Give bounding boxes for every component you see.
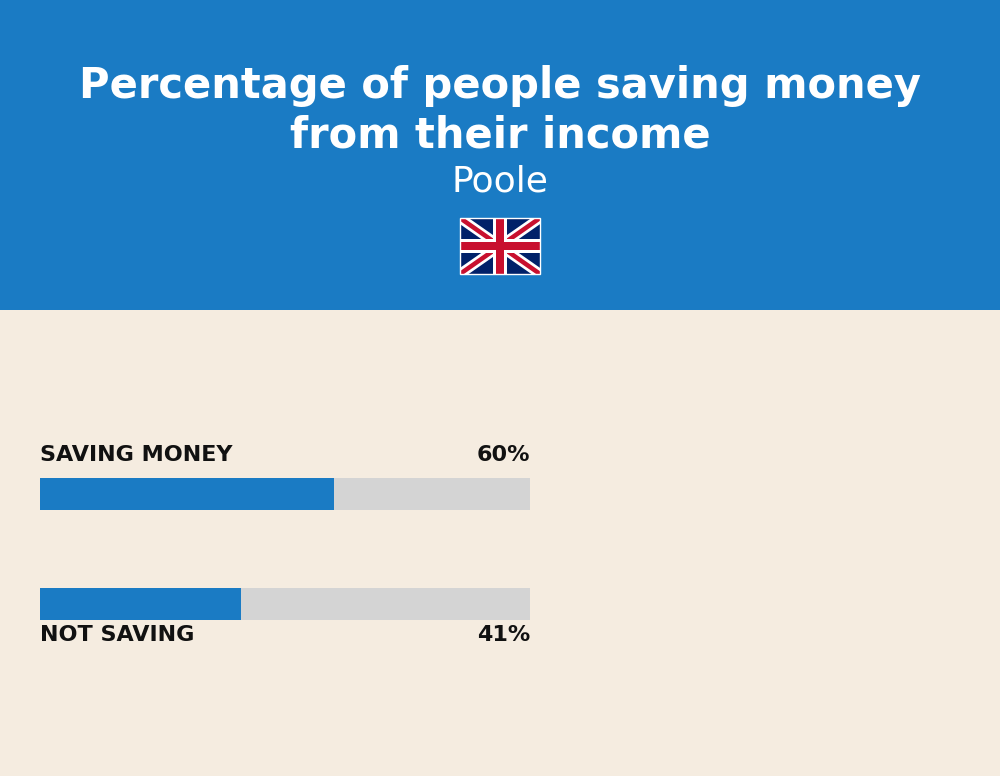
Bar <box>496 218 504 274</box>
Bar <box>493 218 507 274</box>
Bar <box>460 239 540 253</box>
Text: Percentage of people saving money: Percentage of people saving money <box>79 65 921 107</box>
Bar <box>460 218 540 274</box>
Text: Poole: Poole <box>452 164 548 198</box>
Ellipse shape <box>0 0 1000 300</box>
Polygon shape <box>460 218 540 274</box>
Bar <box>0 0 1000 310</box>
Bar <box>40 588 241 620</box>
Bar <box>40 478 530 510</box>
Polygon shape <box>460 218 540 274</box>
Text: NOT SAVING: NOT SAVING <box>40 625 194 645</box>
Bar <box>40 588 530 620</box>
Text: from their income: from their income <box>290 115 710 157</box>
Polygon shape <box>460 218 540 274</box>
Text: 41%: 41% <box>477 625 530 645</box>
Bar <box>40 478 334 510</box>
Text: SAVING MONEY: SAVING MONEY <box>40 445 232 465</box>
Text: 60%: 60% <box>477 445 530 465</box>
Bar <box>460 241 540 251</box>
Bar <box>460 218 540 274</box>
Polygon shape <box>460 218 540 274</box>
